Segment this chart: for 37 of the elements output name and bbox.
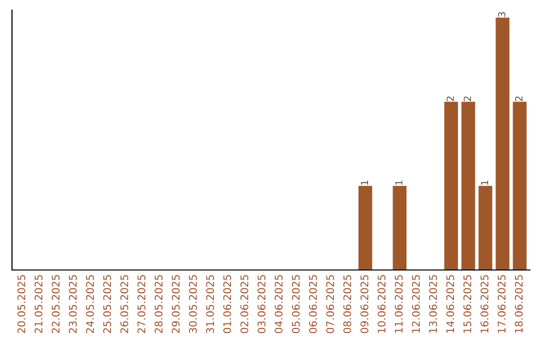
x-tick-label: 03.06.2025	[258, 275, 266, 334]
data-label: 2	[464, 96, 471, 102]
x-tick-label: 28.05.2025	[154, 275, 163, 334]
data-label: 1	[481, 180, 488, 185]
x-tick-label: 04.06.2025	[274, 275, 283, 334]
x-tick-label: 20.05.2025	[17, 275, 26, 334]
x-tick-label: 29.05.2025	[172, 275, 180, 334]
data-label: 2	[446, 96, 454, 102]
x-tick-label: 15.06.2025	[463, 275, 472, 333]
x-tick-label: 02.06.2025	[240, 275, 248, 334]
x-tick-label: 09.06.2025	[360, 275, 368, 334]
x-tick-label: 17.06.2025	[498, 275, 506, 333]
x-tick-label: 05.06.2025	[292, 275, 300, 334]
data-label: 1	[360, 180, 368, 185]
x-tick-label: 08.06.2025	[343, 275, 352, 334]
x-tick-label: 23.05.2025	[68, 275, 77, 334]
x-tick-label: 24.05.2025	[86, 275, 94, 334]
x-tick-label: 12.06.2025	[412, 275, 420, 333]
x-tick-label: 30.05.2025	[188, 275, 197, 334]
x-tick-label: 27.05.2025	[138, 275, 146, 334]
x-tick-label: 18.06.2025	[514, 275, 523, 333]
x-tick-label: 14.06.2025	[446, 275, 454, 333]
data-label: 1	[395, 180, 402, 185]
x-tick-label: 01.06.2025	[223, 275, 232, 334]
x-tick-label: 16.06.2025	[480, 275, 488, 333]
x-tick-label: 31.05.2025	[206, 275, 214, 334]
x-tick-label: 25.05.2025	[103, 275, 112, 334]
x-tick-label: 21.05.2025	[34, 275, 42, 334]
x-tick-label: 11.06.2025	[394, 275, 403, 333]
data-label: 3	[498, 12, 506, 17]
x-tick-label: 07.06.2025	[326, 275, 334, 334]
x-tick-label: 06.06.2025	[309, 275, 317, 334]
x-tick-label: 10.06.2025	[378, 275, 386, 333]
x-tick-label: 26.05.2025	[120, 275, 128, 334]
x-tick-label: 13.06.2025	[429, 275, 437, 333]
x-tick-label: 22.05.2025	[52, 275, 60, 334]
data-label: 2	[515, 96, 522, 102]
